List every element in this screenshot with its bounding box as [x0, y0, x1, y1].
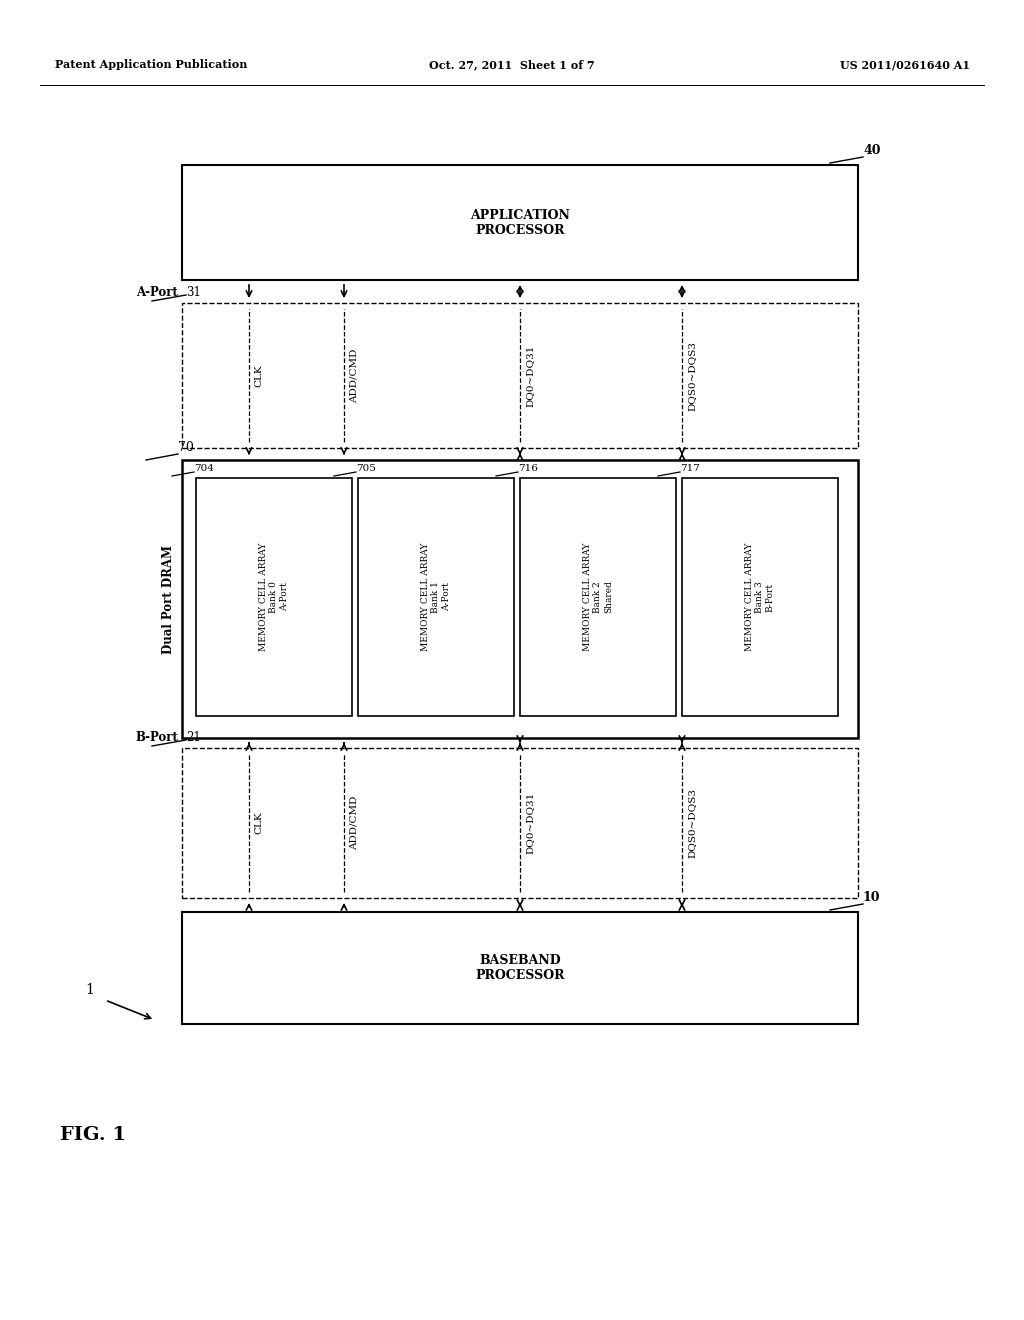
Bar	[682, 478, 838, 715]
Text: 70: 70	[178, 441, 194, 454]
Text: MEMORY CELL ARRAY
Bank 1
A-Port: MEMORY CELL ARRAY Bank 1 A-Port	[421, 543, 451, 651]
Text: MEMORY CELL ARRAY
Bank 0
A-Port: MEMORY CELL ARRAY Bank 0 A-Port	[259, 543, 289, 651]
Text: DQ0~DQ31: DQ0~DQ31	[525, 792, 535, 854]
Text: CLK: CLK	[255, 364, 263, 387]
Text: B-Port: B-Port	[135, 731, 178, 744]
Text: 10: 10	[863, 891, 881, 904]
Text: BASEBAND
PROCESSOR: BASEBAND PROCESSOR	[475, 954, 565, 982]
Text: CLK: CLK	[255, 812, 263, 834]
Bar	[182, 165, 858, 280]
Text: 704: 704	[194, 465, 214, 473]
Text: FIG. 1: FIG. 1	[60, 1126, 126, 1144]
Text: 705: 705	[356, 465, 376, 473]
Bar	[182, 912, 858, 1024]
Text: ADD/CMD: ADD/CMD	[349, 348, 358, 403]
Bar	[182, 304, 858, 447]
Bar	[520, 478, 676, 715]
Text: 716: 716	[518, 465, 538, 473]
Text: ADD/CMD: ADD/CMD	[349, 796, 358, 850]
Bar	[182, 459, 858, 738]
Text: 31: 31	[186, 286, 201, 300]
Text: 40: 40	[863, 144, 881, 157]
Text: A-Port: A-Port	[136, 286, 178, 300]
Text: DQS0~DQS3: DQS0~DQS3	[687, 788, 696, 858]
Text: MEMORY CELL ARRAY
Bank 2
Shared: MEMORY CELL ARRAY Bank 2 Shared	[583, 543, 613, 651]
Text: Oct. 27, 2011  Sheet 1 of 7: Oct. 27, 2011 Sheet 1 of 7	[429, 59, 595, 70]
Bar	[182, 748, 858, 898]
Bar	[358, 478, 514, 715]
Text: APPLICATION
PROCESSOR: APPLICATION PROCESSOR	[470, 209, 570, 238]
Text: Patent Application Publication: Patent Application Publication	[55, 59, 248, 70]
Bar	[196, 478, 352, 715]
Text: 21: 21	[186, 731, 201, 744]
Text: DQS0~DQS3: DQS0~DQS3	[687, 341, 696, 411]
Text: MEMORY CELL ARRAY
Bank 3
B-Port: MEMORY CELL ARRAY Bank 3 B-Port	[745, 543, 775, 651]
Text: US 2011/0261640 A1: US 2011/0261640 A1	[840, 59, 970, 70]
Text: 717: 717	[680, 465, 699, 473]
Text: Dual Port DRAM: Dual Port DRAM	[162, 544, 174, 653]
Text: 1: 1	[86, 983, 94, 997]
Text: DQ0~DQ31: DQ0~DQ31	[525, 345, 535, 407]
